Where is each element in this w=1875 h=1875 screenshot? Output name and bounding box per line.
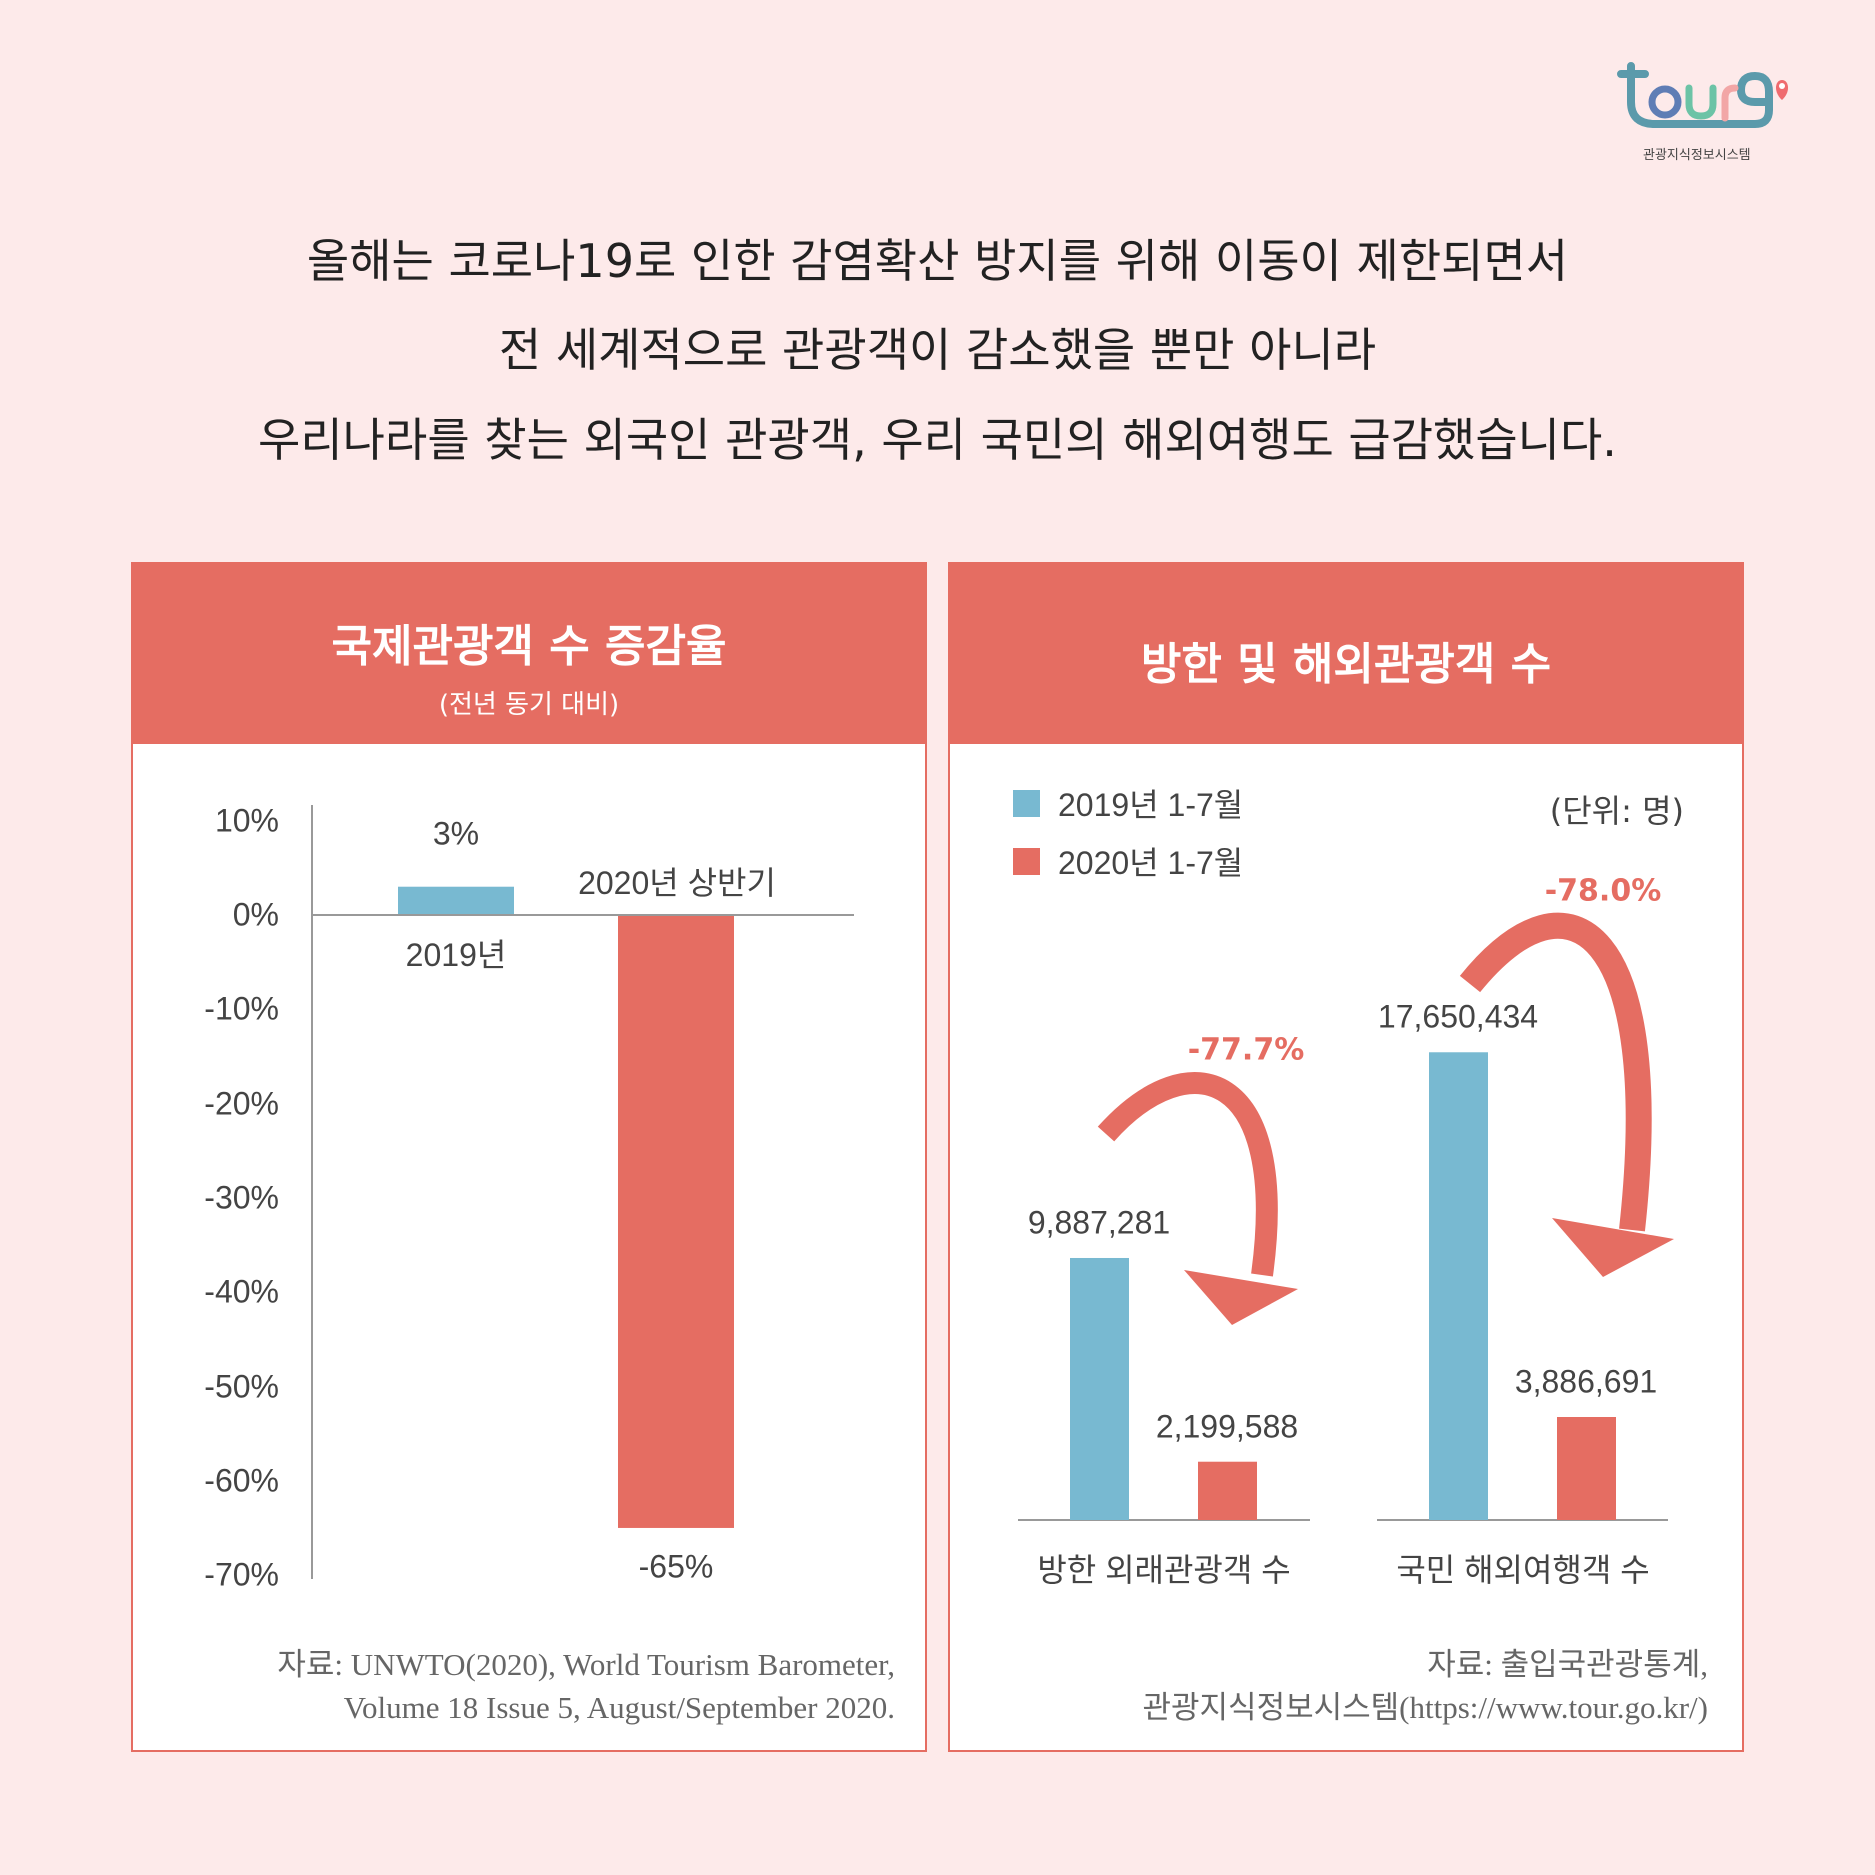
intro-line-3: 우리나라를 찾는 외국인 관광객, 우리 국민의 해외여행도 급감했습니다. — [258, 413, 1617, 467]
value-label-2019: 3% — [432, 815, 480, 852]
change-label-inbound: -77.7% — [1187, 1032, 1305, 1068]
chart-title: 국제관광객 수 증감율 — [331, 621, 727, 672]
legend-swatch — [1013, 789, 1040, 817]
category-label-2019: 2019년 — [405, 937, 507, 973]
bar-2019년 — [398, 886, 514, 915]
panel-header: 국제관광객 수 증감율 (전년 동기 대비) — [133, 564, 925, 744]
y-tick-label: -20% — [204, 1085, 279, 1122]
source-line: 자료: 출입국관광통계, — [1427, 1647, 1708, 1682]
change-label-outbound: -78.0% — [1544, 873, 1662, 909]
growth-rate-panel: 국제관광객 수 증감율 (전년 동기 대비) — [131, 562, 927, 1752]
chart-title: 방한 및 해외관광객 수 — [1140, 639, 1552, 690]
y-tick-label: -60% — [204, 1462, 279, 1499]
value-label: 17,650,434 — [1377, 998, 1539, 1035]
chart-subtitle: (전년 동기 대비) — [438, 690, 620, 720]
curved-arrow-outbound-shaft — [1459, 912, 1652, 1232]
source-line: 자료: UNWTO(2020), World Tourism Barometer… — [277, 1647, 895, 1682]
category-label-2020: 2020년 상반기 — [578, 865, 776, 901]
y-tick-label: 0% — [232, 896, 279, 933]
curved-arrow-inbound-shaft — [1097, 1072, 1278, 1277]
curved-arrow-inbound-head — [1184, 1270, 1298, 1325]
tourg-logo-icon — [1617, 62, 1789, 128]
bar-2019년 1-7월-0 — [1070, 1257, 1129, 1520]
panel-header: 방한 및 해외관광객 수 — [950, 564, 1742, 744]
category-label-outbound: 국민 해외여행객 수 — [1396, 1552, 1650, 1588]
value-label: 2,199,588 — [1155, 1408, 1299, 1445]
source-line: 관광지식정보시스템(https://www.tour.go.kr/) — [1142, 1690, 1708, 1725]
unit-label: (단위: 명) — [1549, 792, 1684, 830]
category-label-inbound: 방한 외래관광객 수 — [1037, 1552, 1291, 1588]
y-tick-label: -70% — [204, 1556, 279, 1593]
y-tick-label: -50% — [204, 1368, 279, 1404]
source-right: 자료: 출입국관광통계, 관광지식정보시스템(https://www.tour.… — [1142, 1643, 1708, 1729]
logo: 관광지식정보시스템 — [1615, 62, 1795, 172]
legend-swatch — [1013, 847, 1040, 875]
value-label: 9,887,281 — [1027, 1204, 1171, 1241]
y-tick-label: -30% — [204, 1179, 279, 1216]
value-label: 3,886,691 — [1514, 1363, 1658, 1400]
source-line: Volume 18 Issue 5, August/September 2020… — [343, 1690, 895, 1725]
y-tick-label: 10% — [214, 802, 279, 839]
y-tick-label: -40% — [204, 1273, 279, 1310]
bar-2020년 상반기 — [618, 915, 734, 1528]
legend: 2019년 1-7월 2020년 1-7월 — [1013, 784, 1243, 881]
bar-2020년 1-7월-1 — [1557, 1417, 1616, 1520]
bar-2020년 1-7월-0 — [1198, 1461, 1257, 1520]
legend-label: 2020년 1-7월 — [1058, 845, 1244, 881]
y-tick-label: -10% — [204, 990, 279, 1027]
tourist-count-panel: 방한 및 해외관광객 수 — [948, 562, 1744, 1752]
legend-label: 2019년 1-7월 — [1058, 787, 1244, 823]
curved-arrow-outbound-head — [1552, 1218, 1674, 1277]
logo-subtitle: 관광지식정보시스템 — [1643, 148, 1751, 163]
legend-item-2020: 2020년 1-7월 — [1013, 842, 1243, 881]
legend-item-2019: 2019년 1-7월 — [1013, 784, 1243, 823]
intro-line-2: 전 세계적으로 관광객이 감소했을 뿐만 아니라 — [498, 323, 1377, 377]
value-label-2020: -65% — [638, 1548, 714, 1585]
intro-line-1: 올해는 코로나19로 인한 감염확산 방지를 위해 이동이 제한되면서 — [306, 234, 1569, 288]
bar-2019년 1-7월-1 — [1429, 1052, 1488, 1520]
source-left: 자료: UNWTO(2020), World Tourism Barometer… — [277, 1643, 895, 1729]
